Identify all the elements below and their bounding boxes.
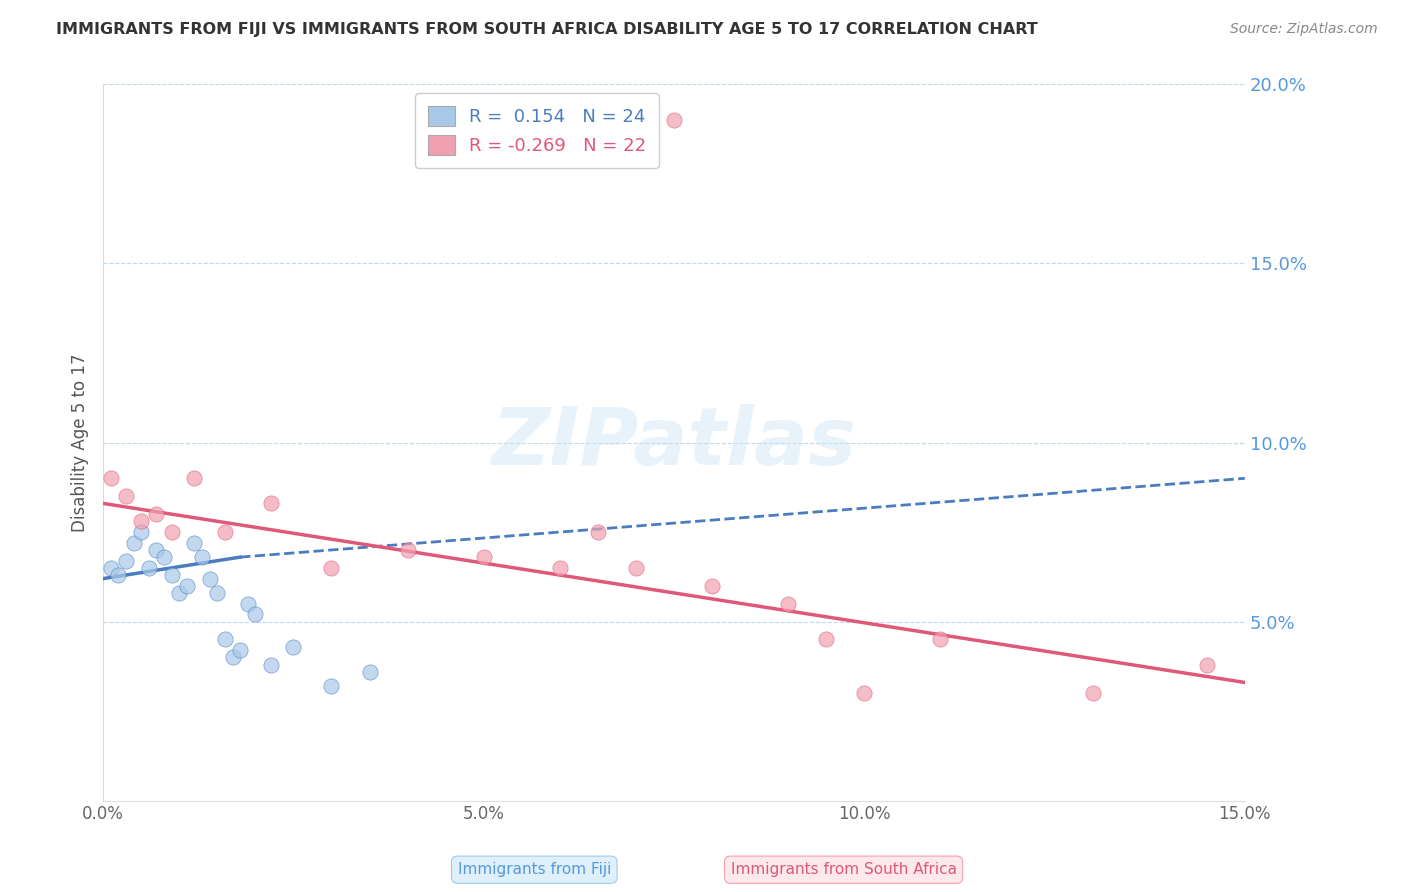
Point — [198, 572, 221, 586]
Point — [145, 543, 167, 558]
Point — [191, 550, 214, 565]
Point — [929, 632, 952, 647]
Point — [107, 568, 129, 582]
Point — [221, 650, 243, 665]
Point — [122, 536, 145, 550]
Text: Source: ZipAtlas.com: Source: ZipAtlas.com — [1230, 22, 1378, 37]
Point — [815, 632, 838, 647]
Point — [160, 568, 183, 582]
Point — [207, 586, 229, 600]
Text: ZIPatlas: ZIPatlas — [492, 403, 856, 482]
Point — [129, 524, 152, 539]
Point — [100, 471, 122, 485]
Point — [245, 607, 267, 622]
Point — [160, 524, 183, 539]
Point — [1081, 686, 1104, 700]
Point — [624, 561, 647, 575]
Point — [778, 597, 800, 611]
Point — [321, 561, 343, 575]
Point — [259, 657, 281, 672]
Point — [1195, 657, 1218, 672]
Point — [115, 554, 138, 568]
Point — [145, 507, 167, 521]
Point — [548, 561, 571, 575]
Point — [214, 524, 236, 539]
Point — [183, 536, 205, 550]
Point — [396, 543, 419, 558]
Point — [115, 489, 138, 503]
Point — [283, 640, 305, 654]
Point — [167, 586, 190, 600]
Point — [153, 550, 176, 565]
Point — [586, 524, 609, 539]
Point — [183, 471, 205, 485]
Point — [359, 665, 381, 679]
Point — [214, 632, 236, 647]
Point — [259, 496, 281, 510]
Point — [853, 686, 876, 700]
Legend: R =  0.154   N = 24, R = -0.269   N = 22: R = 0.154 N = 24, R = -0.269 N = 22 — [415, 94, 659, 168]
Y-axis label: Disability Age 5 to 17: Disability Age 5 to 17 — [72, 353, 89, 532]
Point — [700, 579, 723, 593]
Point — [321, 679, 343, 693]
Point — [138, 561, 160, 575]
Point — [229, 643, 252, 657]
Point — [662, 113, 685, 128]
Point — [100, 561, 122, 575]
Text: Immigrants from Fiji: Immigrants from Fiji — [457, 863, 612, 877]
Text: IMMIGRANTS FROM FIJI VS IMMIGRANTS FROM SOUTH AFRICA DISABILITY AGE 5 TO 17 CORR: IMMIGRANTS FROM FIJI VS IMMIGRANTS FROM … — [56, 22, 1038, 37]
Point — [176, 579, 198, 593]
Point — [129, 514, 152, 528]
Point — [472, 550, 495, 565]
Point — [236, 597, 259, 611]
Text: Immigrants from South Africa: Immigrants from South Africa — [731, 863, 956, 877]
